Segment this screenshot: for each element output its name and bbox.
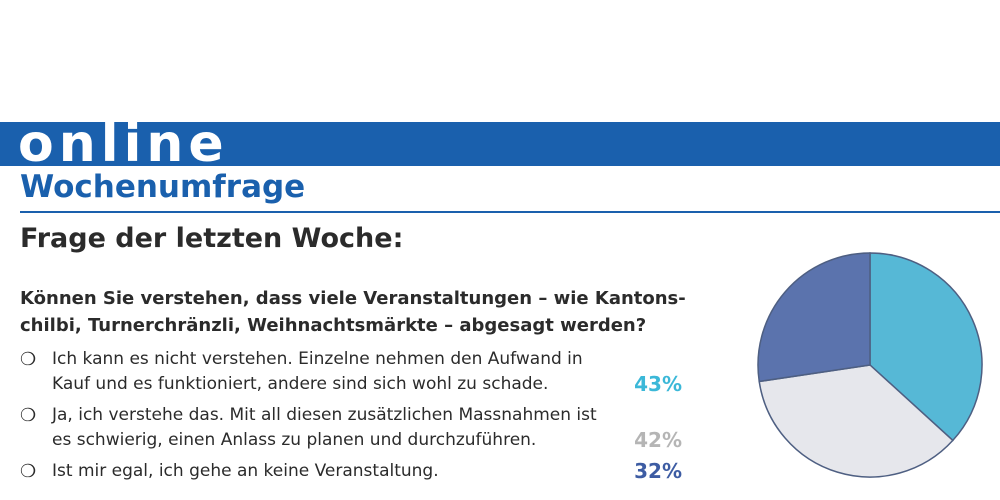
- poll-option-3: ❍ Ist mir egal, ich gehe an keine Verans…: [20, 459, 690, 484]
- option-percent: 32%: [634, 459, 682, 483]
- option-text: Ist mir egal, ich gehe an keine Veransta…: [52, 461, 439, 481]
- title-divider: [20, 211, 1000, 213]
- pie-chart: [755, 250, 985, 480]
- pie-slice-1: [869, 252, 983, 442]
- radio-icon: ❍: [20, 461, 37, 481]
- pie-chart-svg: [757, 252, 983, 478]
- poll-question: Können Sie verstehen, dass viele Veranst…: [20, 288, 686, 336]
- poll-heading: Frage der letzten Woche:: [20, 223, 404, 254]
- option-text: Ich kann es nicht verstehen. Einzelne ne…: [52, 349, 583, 394]
- section-word: online: [18, 114, 229, 174]
- poll-option-1: ❍ Ich kann es nicht verstehen. Einzelne …: [20, 347, 690, 397]
- option-text: Ja, ich verstehe das. Mit all diesen zus…: [52, 405, 597, 450]
- radio-icon: ❍: [20, 349, 37, 369]
- poll-option-2: ❍ Ja, ich verstehe das. Mit all diesen z…: [20, 403, 690, 453]
- pie-slice-3: [757, 252, 871, 383]
- poll-options: ❍ Ich kann es nicht verstehen. Einzelne …: [20, 347, 690, 484]
- radio-icon: ❍: [20, 405, 37, 425]
- pie-slice-2: [758, 364, 954, 478]
- page-title: Wochenumfrage: [20, 169, 306, 205]
- option-percent: 43%: [634, 372, 682, 396]
- option-percent: 42%: [634, 428, 682, 452]
- header-band: [0, 122, 1000, 166]
